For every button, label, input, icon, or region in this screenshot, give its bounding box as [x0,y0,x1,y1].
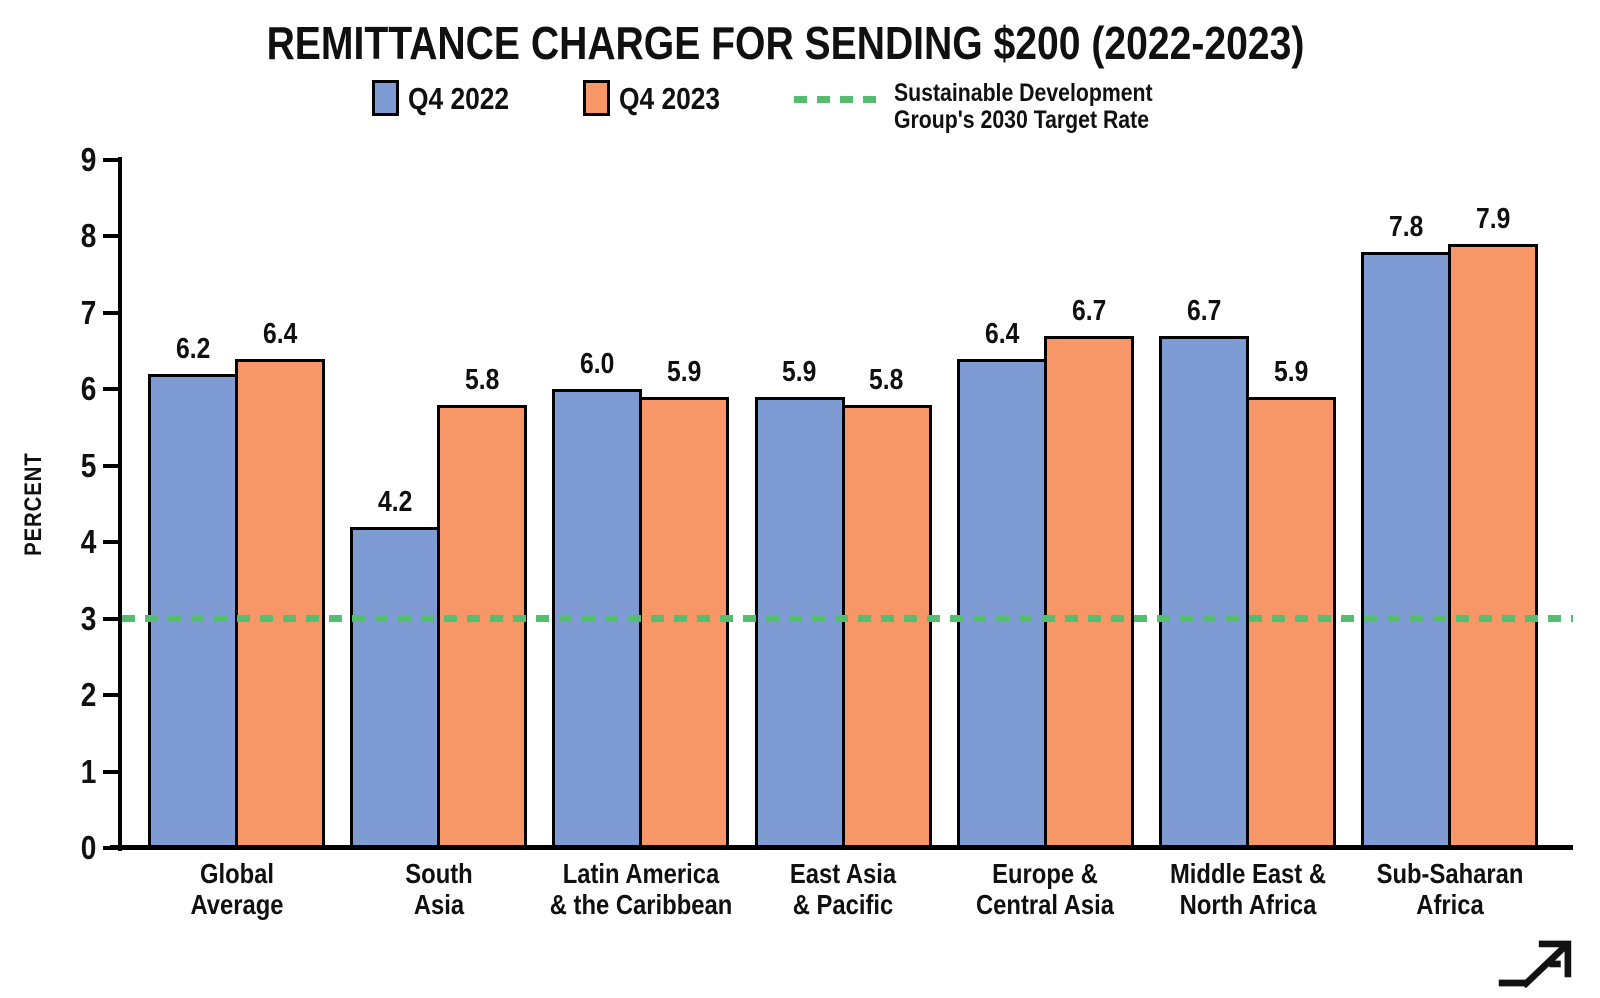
q4-2023-swatch [582,80,610,116]
bar-q4-2023-middle-east-north-africa [1246,396,1336,848]
bar-value-q4-2023-latin-america-the-caribbean: 5.9 [667,355,702,388]
legend-item-target-rate: Sustainable Development Group's 2030 Tar… [793,79,1198,134]
bar-value-q4-2023-global-average: 6.4 [262,317,298,350]
category-label-latin-america-the-caribbean: Latin America & the Caribbean [549,858,733,920]
bar-q4-2023-sub-saharan-africa [1448,244,1539,848]
legend-item-q4-2022: Q4 2022 [371,80,527,118]
plot-area: PERCENT 0 1 2 3 4 5 6 7 8 9 6.2 4.2 6.0 5.9 6.4 6.7 7.8 6… [20,142,1573,920]
y-tick-0 [103,846,122,850]
y-tick-5 [103,463,122,468]
bar-value-q4-2022-global-average: 6.2 [175,333,211,366]
y-tick-label-4: 4 [80,523,96,561]
bar-value-q4-2022-east-asia-pacific: 5.9 [782,355,817,388]
bar-value-q4-2023-east-asia-pacific: 5.8 [869,363,904,396]
y-tick-6 [103,387,122,392]
category-label-europe-central-asia: Europe & Central Asia [976,858,1115,920]
bar-value-q4-2023-europe-central-asia: 6.7 [1071,294,1106,327]
legend-item-q4-2023: Q4 2023 [582,80,738,118]
y-tick-4 [103,540,122,545]
bar-q4-2023-latin-america-the-caribbean [639,396,730,848]
q4-2022-swatch [371,80,399,116]
bar-q4-2022-europe-central-asia [956,358,1047,848]
chart-title-text: REMITTANCE CHARGE FOR SENDING $200 (2022… [266,17,1304,69]
y-tick-label-0: 0 [80,829,96,866]
bar-value-q4-2022-south-asia: 4.2 [378,485,413,518]
x-axis [110,845,1573,850]
y-tick-1 [103,769,122,774]
chart-title: REMITTANCE CHARGE FOR SENDING $200 (2022… [0,16,1570,70]
bar-q4-2023-east-asia-pacific [841,404,932,848]
bar-q4-2022-middle-east-north-africa [1159,335,1249,848]
bar-q4-2023-global-average [235,358,325,848]
legend: Q4 2022 Q4 2023 Sustainable Development … [0,80,1570,134]
bar-value-q4-2023-south-asia: 5.8 [465,363,500,396]
y-tick-label-2: 2 [80,676,96,714]
y-tick-label-9: 9 [80,141,96,178]
y-tick-3 [103,616,122,621]
category-label-middle-east-north-africa: Middle East & North Africa [1169,858,1326,920]
y-axis [118,157,122,851]
y-tick-9 [103,158,122,162]
bar-q4-2023-south-asia [437,404,528,848]
bar-value-q4-2023-middle-east-north-africa: 5.9 [1273,355,1309,388]
q4-2022-label: Q4 2022 [407,81,510,116]
q4-2023-label: Q4 2023 [618,81,720,116]
y-tick-2 [103,693,122,698]
y-tick-7 [103,310,122,315]
y-tick-label-5: 5 [80,446,96,484]
category-label-sub-saharan-africa: Sub-Saharan Africa [1376,858,1524,920]
bar-value-q4-2022-middle-east-north-africa: 6.7 [1186,294,1222,327]
bar-q4-2022-sub-saharan-africa [1361,251,1452,848]
y-tick-8 [103,234,122,239]
y-tick-label-1: 1 [80,752,96,790]
target-rate-label: Sustainable Development Group's 2030 Tar… [893,79,1153,134]
brand-arrow-logo-icon [1498,940,1572,989]
category-label-east-asia-pacific: East Asia & Pacific [789,858,897,920]
bar-q4-2022-south-asia [350,526,441,848]
bar-q4-2022-global-average [148,374,238,848]
bar-value-q4-2023-sub-saharan-africa: 7.9 [1476,203,1511,236]
bar-value-q4-2022-latin-america-the-caribbean: 6.0 [580,348,615,381]
y-tick-label-7: 7 [80,293,96,331]
category-label-global-average: Global Average [189,858,284,920]
y-tick-label-6: 6 [80,370,96,408]
bar-value-q4-2022-europe-central-asia: 6.4 [984,317,1019,350]
bar-q4-2023-europe-central-asia [1043,335,1134,848]
y-tick-label-8: 8 [80,217,96,255]
bar-q4-2022-east-asia-pacific [754,396,845,848]
category-label-south-asia: South Asia [404,858,473,920]
bar-value-q4-2022-sub-saharan-africa: 7.8 [1389,210,1424,243]
target-dashed-line-sample [793,96,884,103]
target-rate-line [122,614,1573,622]
y-tick-label-3: 3 [80,599,96,637]
